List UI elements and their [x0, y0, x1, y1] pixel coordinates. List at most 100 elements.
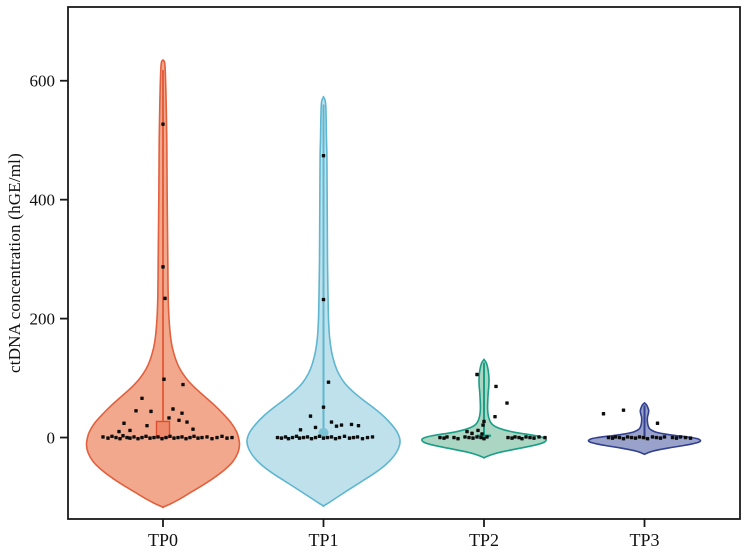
- data-point-tp0: [184, 437, 188, 441]
- data-point-tp1: [275, 435, 280, 440]
- data-point-tp1: [347, 436, 352, 440]
- data-point-tp0: [145, 423, 149, 428]
- data-point-tp0: [185, 420, 189, 424]
- data-point-tp3: [683, 435, 688, 440]
- data-point-tp0: [125, 435, 129, 440]
- y-axis-label: ctDNA concentration (hGE/ml): [5, 153, 24, 373]
- data-point-tp3: [650, 435, 655, 439]
- data-point-tp2: [475, 372, 479, 377]
- data-point-tp1: [325, 435, 330, 440]
- data-point-tp2: [494, 384, 498, 389]
- data-point-tp3: [662, 435, 667, 439]
- data-point-tp3: [629, 435, 634, 440]
- data-point-tp2: [528, 435, 532, 440]
- data-point-tp3: [625, 435, 630, 439]
- data-point-tp3: [674, 436, 679, 440]
- data-point-tp3: [655, 421, 660, 425]
- data-point-tp1: [360, 437, 365, 441]
- data-point-tp3: [633, 436, 638, 440]
- data-point-tp1: [365, 435, 370, 440]
- data-point-tp2: [482, 419, 486, 424]
- data-point-tp0: [167, 416, 171, 420]
- data-point-tp1: [321, 436, 326, 440]
- data-point-tp3: [617, 435, 622, 440]
- data-point-tp0: [163, 296, 167, 301]
- data-point-tp0: [205, 435, 209, 439]
- data-point-tp1: [297, 436, 302, 440]
- data-point-tp0: [160, 437, 164, 441]
- data-point-tp1: [356, 423, 361, 428]
- data-point-tp3: [654, 435, 659, 440]
- data-point-tp1: [283, 435, 288, 439]
- data-point-tp1: [290, 435, 295, 440]
- data-point-tp0: [192, 434, 196, 439]
- data-point-tp2: [520, 437, 524, 441]
- data-point-tp2: [456, 437, 460, 441]
- data-point-tp0: [215, 435, 219, 440]
- data-point-tp0: [132, 435, 136, 439]
- data-point-tp1: [337, 435, 342, 440]
- data-point-tp2: [482, 437, 486, 441]
- data-point-tp0: [177, 418, 181, 422]
- data-point-tp1: [279, 436, 284, 440]
- data-point-tp1: [309, 437, 314, 441]
- data-point-tp0: [149, 409, 153, 414]
- data-point-tp0: [210, 437, 214, 441]
- data-point-tp1: [305, 435, 310, 439]
- data-point-tp0: [225, 436, 229, 440]
- data-point-tp2: [452, 435, 456, 440]
- data-point-tp2: [543, 435, 547, 440]
- data-point-tp2: [438, 435, 442, 440]
- data-point-tp2: [471, 436, 475, 440]
- data-point-tp3: [637, 435, 642, 439]
- data-point-tp1: [317, 434, 322, 439]
- x-tick-label-tp2: TP2: [469, 530, 499, 550]
- data-point-tp2: [506, 435, 510, 440]
- data-point-tp0: [121, 434, 125, 438]
- data-point-tp0: [101, 435, 105, 439]
- data-point-tp1: [321, 153, 326, 158]
- data-point-tp2: [493, 415, 497, 419]
- data-point-tp2: [475, 435, 479, 439]
- data-point-tp1: [355, 435, 360, 439]
- data-point-tp0: [140, 435, 144, 440]
- data-point-tp2: [445, 435, 449, 439]
- data-point-tp0: [144, 434, 148, 439]
- data-point-tp1: [333, 437, 338, 441]
- data-point-tp0: [168, 434, 172, 439]
- data-point-tp1: [329, 435, 334, 439]
- data-point-tp0: [128, 428, 132, 433]
- data-point-tp1: [334, 424, 339, 428]
- violin-group-tp1: [246, 95, 401, 508]
- violin-group-tp3: [587, 402, 702, 456]
- data-point-tp0: [164, 435, 168, 440]
- data-point-tp2: [465, 429, 469, 434]
- data-point-tp3: [688, 436, 693, 440]
- data-point-tp3: [621, 437, 626, 441]
- data-point-tp0: [140, 396, 144, 400]
- data-point-tp1: [286, 437, 291, 441]
- data-point-tp1: [294, 434, 299, 439]
- data-point-tp0: [180, 411, 184, 415]
- data-point-tp0: [171, 407, 175, 411]
- plot-frame: [67, 6, 741, 520]
- median-box-tp0: [155, 420, 171, 439]
- data-point-tp1: [339, 423, 344, 427]
- data-point-tp2: [485, 435, 489, 439]
- violin-group-tp0: [85, 59, 241, 509]
- x-tick-label-tp3: TP3: [629, 530, 659, 550]
- x-tick-label-tp0: TP0: [148, 530, 178, 550]
- data-point-tp3: [606, 435, 611, 440]
- data-point-tp1: [329, 420, 334, 424]
- data-point-tp2: [481, 423, 485, 427]
- data-point-tp0: [118, 437, 122, 441]
- data-point-tp0: [114, 435, 118, 440]
- data-point-tp1: [298, 428, 303, 432]
- data-point-tp0: [191, 427, 195, 431]
- data-point-tp2: [480, 432, 484, 436]
- data-point-tp0: [136, 437, 140, 441]
- data-point-tp2: [524, 435, 528, 439]
- data-point-tp2: [505, 401, 509, 405]
- data-point-tp0: [230, 435, 234, 440]
